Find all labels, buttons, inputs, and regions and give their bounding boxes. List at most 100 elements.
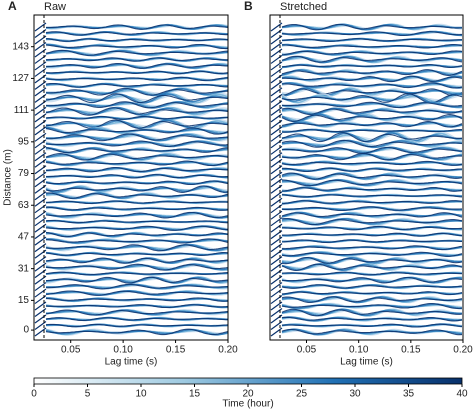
panel-title: Stretched [280,1,327,13]
trace [281,152,462,161]
trace [45,31,228,36]
x-tick-label: 0.20 [453,345,473,356]
x-tick-label: 0.20 [218,345,238,356]
trace [281,276,463,284]
trace [45,283,229,290]
trace [46,101,228,109]
colorbar-tick-label: 10 [135,389,147,400]
trace [45,200,229,205]
trace [45,107,229,116]
trace [45,271,229,276]
trace [281,186,463,192]
trace-onset [34,327,47,337]
trace [45,225,228,231]
trace [45,192,229,200]
x-tick-label: 0.15 [166,345,186,356]
trace [281,152,462,161]
trace-onset [270,61,283,71]
trace [281,82,463,89]
trace-onset [270,197,283,207]
trace-onset [270,87,283,97]
trace [281,239,463,243]
trace [281,107,463,115]
x-tick-label: 0.10 [113,345,133,356]
trace [281,251,463,257]
trace [281,295,463,303]
panel: 0.05 0.10 0.15 0.20 Lag time (s) B Stretched [244,0,473,368]
trace [45,231,229,238]
trace [45,309,229,316]
panel-title: Raw [44,1,66,13]
trace [281,194,463,198]
trace [45,290,229,296]
trace [46,174,228,179]
trace [45,192,229,199]
trace-onset [34,132,47,142]
trace [46,133,229,142]
trace-onset [270,243,283,253]
trace [281,69,463,76]
trace [281,132,463,143]
trace [281,87,463,97]
trace [45,219,229,224]
trace [282,129,462,133]
trace-onset [34,197,47,207]
trace [281,328,463,336]
trace [281,284,463,289]
trace [281,308,463,317]
x-tick-label: 0.05 [297,345,317,356]
trace [281,114,463,122]
trace [281,206,463,212]
trace [45,76,228,81]
y-tick-label: 95 [18,136,30,147]
trace [45,185,229,193]
trace [45,328,229,336]
trace [282,323,463,328]
y-tick-label: 15 [18,295,30,306]
trace-onset [270,282,283,292]
y-tick-label: 143 [12,41,29,52]
trace-onset [34,262,47,272]
trace [282,44,463,49]
trace [45,93,229,104]
trace-onset [34,152,47,162]
trace-onset [270,217,283,227]
colorbar-tick-label: 40 [456,389,468,400]
x-tick-label: 0.15 [401,345,421,356]
trace-onset [270,67,283,77]
trace-onset [34,61,47,71]
trace [45,211,229,219]
colorbar-tick-label: 0 [31,389,37,400]
trace [45,276,229,284]
plot-frame [269,14,464,341]
trace [282,167,463,173]
trace-onset [34,282,47,292]
trace-onset [270,191,283,201]
trace [281,217,463,226]
trace-onset [270,308,283,318]
trace [281,271,463,276]
panel-label: B [244,0,253,13]
trace-onset [270,236,283,246]
x-tick-label: 0.05 [61,345,81,356]
panel-label: A [8,0,17,13]
trace [281,139,463,149]
trace [45,140,229,148]
trace-onset [34,243,47,253]
trace [45,119,229,129]
trace [281,296,463,304]
trace [45,133,229,142]
trace [46,70,229,75]
trace [45,317,228,322]
trace-onset [270,22,283,32]
trace [281,291,463,296]
plot-frame [33,14,229,341]
trace-onset [34,191,47,201]
trace [45,43,229,50]
y-tick-label: 0 [23,325,29,336]
colorbar-tick-label: 25 [296,389,308,400]
trace-onset [34,217,47,227]
trace [282,101,463,109]
trace [281,75,463,83]
y-tick-label: 31 [18,263,30,274]
